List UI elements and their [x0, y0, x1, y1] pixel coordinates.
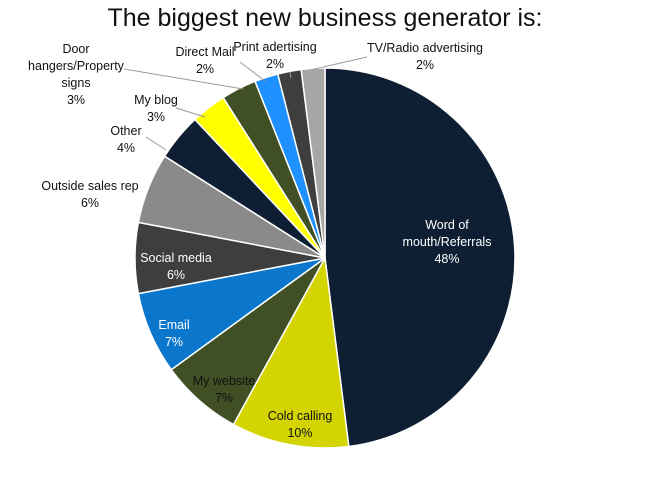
slice-name-label: My website — [193, 374, 256, 388]
leader-line — [289, 71, 292, 79]
slice-label-group: Social media 6% — [140, 251, 212, 282]
slice-name-label: mouth/Referrals — [403, 235, 492, 249]
slice-name-label: Door — [62, 42, 89, 56]
slice-name-label: My blog — [134, 93, 178, 107]
slice-value-label: 10% — [287, 426, 312, 440]
slice-value-label: 7% — [165, 335, 183, 349]
leader-line — [239, 61, 266, 82]
pie-slice-cold-calling — [232, 255, 350, 449]
pie-slice-word-of-mouth-referrals — [324, 67, 516, 448]
slice-label-group: Door hangers/Property signs 3% — [28, 42, 125, 107]
slice-value-label: 2% — [266, 57, 284, 71]
leader-line — [145, 136, 167, 151]
leader-line — [175, 107, 206, 118]
slice-value-label: 6% — [167, 268, 185, 282]
slice-value-label: 7% — [215, 391, 233, 405]
slice-label-group: Print adertising 2% — [233, 40, 316, 71]
slice-label-group: Cold calling 10% — [268, 409, 333, 440]
slice-name-label: Print adertising — [233, 40, 316, 54]
slice-label-group: TV/Radio advertising 2% — [367, 41, 483, 72]
slice-name-label: Social media — [140, 251, 212, 265]
slice-label-group: Other 4% — [110, 124, 141, 155]
slice-label-group: Word of mouth/Referrals 48% — [403, 218, 492, 266]
slice-label-group: Direct Mail 2% — [175, 45, 234, 76]
slice-name-label: Word of — [425, 218, 469, 232]
slice-label-group: Outside sales rep 6% — [41, 179, 138, 210]
slice-label-group: My blog 3% — [134, 93, 178, 124]
slice-name-label: Other — [110, 124, 141, 138]
leader-line — [123, 68, 244, 90]
slice-value-label: 2% — [196, 62, 214, 76]
slice-name-label: hangers/Property — [28, 59, 125, 73]
slice-value-label: 3% — [67, 93, 85, 107]
leader-line — [309, 56, 368, 71]
slice-value-label: 3% — [147, 110, 165, 124]
chart-title: The biggest new business generator is: — [107, 4, 543, 32]
slice-name-label: signs — [61, 76, 90, 90]
slice-value-label: 4% — [117, 141, 135, 155]
slice-value-label: 48% — [434, 252, 459, 266]
slice-label-group: My website 7% — [193, 374, 256, 405]
slice-label-group: Email 7% — [158, 318, 189, 349]
slice-value-label: 6% — [81, 196, 99, 210]
slice-name-label: Cold calling — [268, 409, 333, 423]
slice-value-label: 2% — [416, 58, 434, 72]
slice-name-label: Direct Mail — [175, 45, 234, 59]
slice-name-label: TV/Radio advertising — [367, 41, 483, 55]
slice-name-label: Outside sales rep — [41, 179, 138, 193]
pie-slice-tv-radio-advertising — [300, 67, 326, 259]
slice-name-label: Email — [158, 318, 189, 332]
